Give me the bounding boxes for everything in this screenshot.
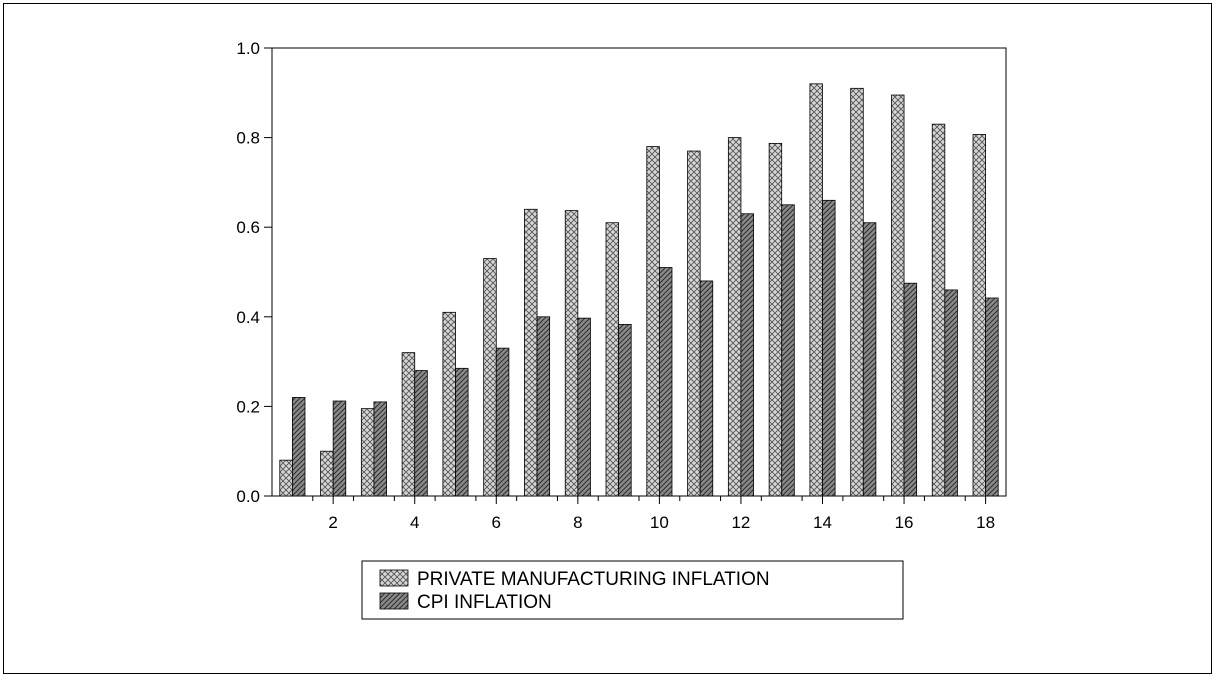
bar-diagonal-11 [699,280,714,497]
x-tick-label: 8 [573,513,582,532]
bar-diagonal-8 [577,317,591,497]
legend-swatch-crosshatch [379,569,409,587]
x-tick-label: 14 [813,513,832,532]
legend-swatch-diagonal [379,592,409,610]
y-tick-label: 0.2 [236,397,260,416]
x-tick-label: 4 [410,513,419,532]
bar-crosshatch-18 [972,134,987,497]
bar-diagonal-2 [332,400,347,497]
x-tick-label: 10 [650,513,669,532]
x-tick-label: 16 [895,513,914,532]
bar-diagonal-12 [740,213,754,497]
legend-label: PRIVATE MANUFACTURING INFLATION [417,569,770,590]
bar-diagonal-18 [985,297,999,497]
bar-crosshatch-17 [931,123,946,497]
bar-diagonal-7 [536,316,551,497]
bar-crosshatch-10 [646,146,660,497]
bar-crosshatch-2 [320,450,334,497]
bar-crosshatch-13 [768,143,783,497]
legend-box [361,560,904,620]
bar-crosshatch-15 [850,87,864,497]
bar-crosshatch-14 [809,83,823,497]
bar-diagonal-5 [455,367,469,497]
x-tick-label: 12 [731,513,750,532]
y-tick-label: 0.4 [236,308,260,327]
legend-label: CPI INFLATION [417,592,552,613]
y-tick-label: 0.6 [236,218,260,237]
bar-crosshatch-4 [401,352,416,497]
bar-crosshatch-16 [891,94,905,497]
bar-crosshatch-9 [605,222,620,497]
x-tick-label: 18 [976,513,995,532]
bar-diagonal-9 [618,324,632,497]
bar-diagonal-15 [862,222,877,497]
bar-diagonal-16 [903,282,918,497]
bar-chart: 0.0 0.2 0.4 0.6 0.8 1.0 2 4 6 8 10 12 14 16 18 PRIVATE… [236,39,1007,620]
figure-frame: 0.0 0.2 0.4 0.6 0.8 1.0 2 4 6 8 10 12 14 16 18 PRIVATE… [3,3,1212,674]
x-tick-label: 2 [328,513,337,532]
bar-crosshatch-7 [524,208,538,497]
bar-diagonal-1 [291,397,306,497]
bar-diagonal-13 [781,204,795,497]
y-tick-label: 0.8 [236,129,260,148]
bar-diagonal-17 [944,289,958,497]
bar-diagonal-3 [373,401,387,497]
bar-crosshatch-6 [483,258,497,497]
bar-crosshatch-3 [360,408,375,497]
bar-crosshatch-12 [727,137,742,497]
y-tick-label: 1.0 [236,39,260,58]
bar-crosshatch-1 [279,459,293,497]
bar-diagonal-4 [414,370,428,497]
bar-crosshatch-11 [687,150,701,497]
y-tick-label: 0.0 [236,487,260,506]
bar-diagonal-6 [495,347,510,497]
bar-diagonal-14 [822,199,836,497]
bar-crosshatch-8 [564,210,579,497]
x-tick-label: 6 [492,513,501,532]
bar-diagonal-10 [658,267,673,497]
bar-crosshatch-5 [442,311,456,497]
